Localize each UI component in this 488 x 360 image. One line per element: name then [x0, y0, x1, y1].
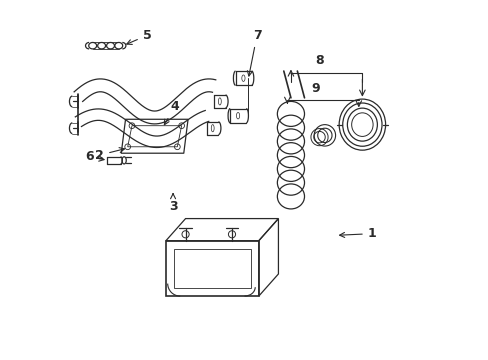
Text: 4: 4	[164, 100, 179, 125]
Text: 2: 2	[95, 148, 124, 162]
Text: 7: 7	[247, 29, 261, 76]
Text: 6: 6	[84, 150, 104, 163]
Text: 5: 5	[126, 29, 151, 44]
Text: 8: 8	[315, 54, 323, 67]
Text: 9: 9	[311, 82, 320, 95]
Text: 1: 1	[339, 227, 376, 240]
Text: 3: 3	[168, 194, 177, 213]
